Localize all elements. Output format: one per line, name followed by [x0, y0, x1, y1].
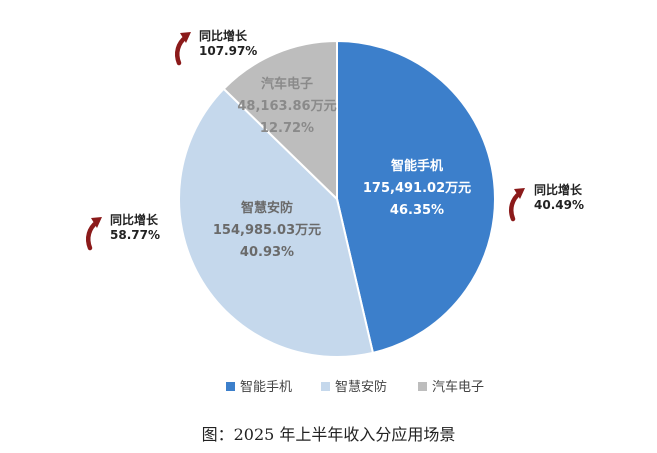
slice-labels: 智能手机 175,491.02万元 46.35% 智慧安防 154,985.03万元 40…: [213, 76, 471, 260]
legend-item-security: 智慧安防: [321, 379, 387, 395]
slice-label-smartphone: 智能手机 175,491.02万元 46.35%: [363, 158, 471, 218]
legend-item-auto-electronics: 汽车电子: [418, 379, 484, 395]
slice-label-security: 智慧安防 154,985.03万元 40.93%: [213, 200, 321, 260]
legend: 智能手机 智慧安防 汽车电子: [226, 379, 484, 395]
pie-slices: [178, 39, 496, 358]
legend-label: 智能手机: [240, 380, 292, 395]
slice-label-auto-electronics: 汽车电子 48,163.86万元 12.72%: [237, 76, 336, 136]
legend-swatch: [226, 382, 235, 391]
growth-arrow-icon: [175, 32, 191, 66]
pie-slice-security: [178, 87, 375, 358]
pie-slice-auto-electronics: [222, 39, 338, 202]
growth-label-security: 同比增长 58.77%: [110, 212, 160, 242]
legend-item-smartphone: 智能手机: [226, 380, 292, 395]
legend-label: 汽车电子: [432, 379, 484, 395]
pie-slice-smartphone: [336, 39, 496, 355]
growth-label-auto-electronics: 同比增长 107.97%: [199, 28, 257, 58]
growth-arrow-icon: [509, 188, 525, 222]
legend-label: 智慧安防: [335, 379, 387, 395]
figure-caption: 图：2025 年上半年收入分应用场景: [201, 425, 456, 444]
growth-label-smartphone: 同比增长 40.49%: [534, 182, 584, 212]
growth-arrow-icon: [86, 217, 102, 251]
growth-annotations: 同比增长 40.49% 同比增长 58.77% 同比增长 107.97%: [86, 28, 584, 251]
legend-swatch: [418, 382, 427, 391]
legend-swatch: [321, 382, 330, 391]
